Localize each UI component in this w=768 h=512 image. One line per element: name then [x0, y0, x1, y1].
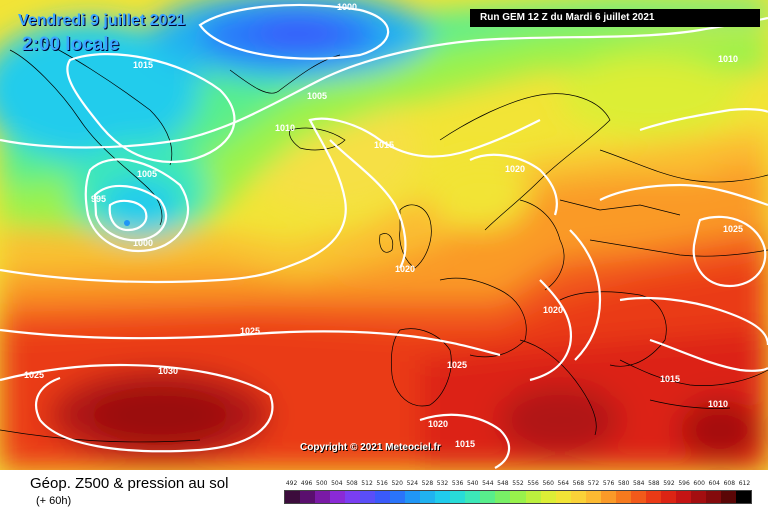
color-scale-label: 576 [602, 480, 615, 487]
isobar-label: 1020 [543, 305, 563, 315]
isobar-label: 1030 [158, 366, 178, 376]
color-scale-label: 504 [331, 480, 343, 487]
color-scale-label: 508 [346, 480, 358, 487]
color-scale-label: 500 [316, 480, 328, 487]
color-scale-label: 580 [617, 480, 630, 487]
run-info-banner: Run GEM 12 Z du Mardi 6 juillet 2021 [470, 9, 760, 27]
color-scale-label: 604 [708, 480, 720, 487]
color-scale-swatch [735, 491, 751, 503]
color-scale-swatch [330, 491, 346, 503]
color-scale-label: 584 [633, 480, 645, 487]
geopotential-field: 1000 1015 1005 1010 1015 1020 1005 995 1… [0, 0, 768, 470]
color-scale-label: 596 [678, 480, 690, 487]
isobar-label: 1010 [275, 123, 295, 133]
isobar-label: 1005 [307, 91, 327, 101]
color-scale-swatch [600, 491, 616, 503]
isobar-label: 1000 [133, 238, 153, 248]
isobar-label: 1025 [723, 224, 743, 234]
high-center-marker [484, 188, 492, 196]
color-scale-label: 560 [542, 480, 554, 487]
color-scale-swatch [690, 491, 706, 503]
color-scale-swatch [720, 491, 736, 503]
isobar-label: 1015 [133, 60, 153, 70]
isobar-label: 1025 [240, 326, 260, 336]
isobar-label: 1010 [718, 54, 738, 64]
color-scale-labels: 492 496 500 504 508 512 516 520 524 528 532 536 540 5… [284, 480, 752, 489]
color-scale-label: 568 [572, 480, 585, 487]
color-scale-label: 564 [557, 480, 570, 487]
color-scale-swatch [615, 491, 631, 503]
color-scale-swatch [300, 491, 316, 503]
color-scale-swatch [570, 491, 586, 503]
weather-map: 1000 1015 1005 1010 1015 1020 1005 995 1… [0, 0, 768, 470]
color-scale-label: 524 [406, 480, 419, 487]
color-scale-swatch [585, 491, 601, 503]
isobar-labels: 1000 1015 1005 1010 1015 1020 1005 995 1… [24, 2, 743, 449]
color-scale-swatch [630, 491, 646, 503]
isobar-label: 1015 [374, 140, 394, 150]
isobar-label: 1015 [455, 439, 475, 449]
color-scale-label: 516 [376, 480, 388, 487]
isobar-label: 1005 [137, 169, 157, 179]
color-scale-swatch [420, 491, 436, 503]
color-scale-swatch [315, 491, 331, 503]
color-scale-label: 512 [361, 480, 373, 487]
isobars [0, 3, 768, 469]
color-scale-label: 592 [663, 480, 675, 487]
color-scale-label: 496 [300, 480, 313, 487]
isobar-label: 1015 [660, 374, 680, 384]
color-scale-swatch [405, 491, 421, 503]
color-scale-swatch [375, 491, 391, 503]
color-scale-swatch [525, 491, 541, 503]
color-scale-swatch [555, 491, 571, 503]
color-scale-swatch [450, 491, 466, 503]
valid-time: 2:00 locale [22, 34, 120, 55]
color-scale-swatch [705, 491, 721, 503]
color-scale-swatch [675, 491, 691, 503]
color-scale-bar [284, 490, 752, 504]
color-scale-swatch [540, 491, 556, 503]
isobar-label: 1020 [428, 419, 448, 429]
color-scale-label: 556 [527, 480, 539, 487]
low-center-marker [124, 220, 130, 226]
color-scale-label: 608 [723, 480, 736, 487]
isobar-label: 1020 [505, 164, 525, 174]
color-scale-swatch [495, 491, 511, 503]
color-scale-label: 532 [436, 480, 449, 487]
color-scale-label: 536 [451, 480, 464, 487]
isobar-label: 1010 [708, 399, 728, 409]
isobar-label: 1000 [337, 2, 357, 12]
isobar-label: 995 [91, 194, 106, 204]
isobar-label: 1025 [447, 360, 467, 370]
color-scale-swatch [510, 491, 526, 503]
color-scale-swatch [435, 491, 451, 503]
color-scale-label: 548 [497, 480, 509, 487]
color-scale-label: 588 [648, 480, 660, 487]
isobar-label: 1020 [395, 264, 415, 274]
color-scale-label: 492 [285, 480, 298, 487]
color-scale-swatch [390, 491, 406, 503]
color-scale-label: 552 [512, 480, 524, 487]
color-scale-swatch [360, 491, 376, 503]
copyright-notice: Copyright © 2021 Meteociel.fr [300, 442, 441, 453]
isobar-label: 1025 [24, 370, 44, 380]
color-scale-swatch [480, 491, 496, 503]
color-scale-swatch [645, 491, 661, 503]
color-scale-label: 600 [693, 480, 705, 487]
color-scale-swatch [660, 491, 676, 503]
color-scale-label: 572 [587, 480, 600, 487]
color-scale-swatch [465, 491, 481, 503]
color-scale-swatch [285, 491, 301, 503]
coastlines [0, 39, 768, 443]
color-scale-label: 540 [466, 480, 479, 487]
valid-date: Vendredi 9 juillet 2021 [18, 12, 186, 29]
map-title: Géop. Z500 & pression au sol [30, 475, 229, 492]
color-scale-label: 520 [391, 480, 403, 487]
color-scale-label: 528 [421, 480, 434, 487]
forecast-offset: (+ 60h) [36, 495, 72, 507]
color-scale-swatch [345, 491, 361, 503]
color-scale-label: 544 [482, 480, 494, 487]
map-canvas: 1000 1015 1005 1010 1015 1020 1005 995 1… [0, 0, 768, 470]
color-scale-label: 612 [738, 480, 751, 487]
